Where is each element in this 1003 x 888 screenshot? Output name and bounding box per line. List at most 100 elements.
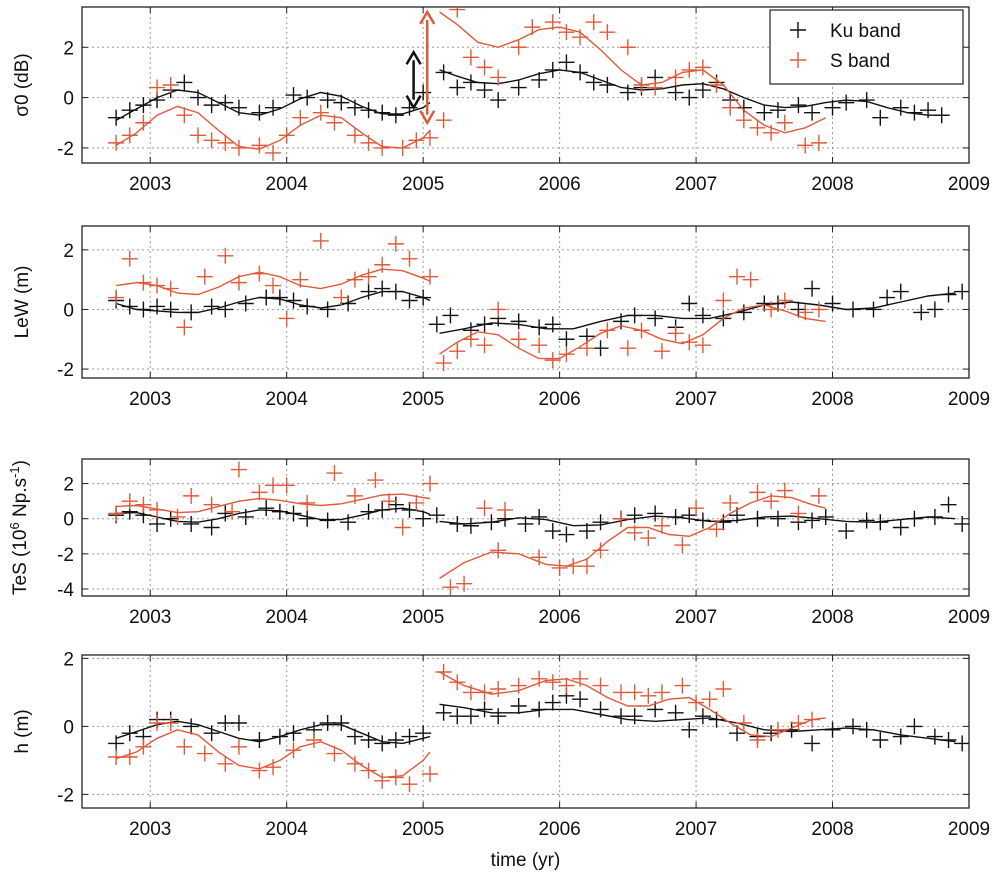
data-point-ku-band (299, 89, 316, 106)
data-point-s-band (387, 235, 404, 252)
data-point-ku-band (824, 295, 841, 312)
data-point-ku-band (647, 310, 664, 327)
data-point-ku-band (769, 102, 786, 119)
axes-frame (81, 225, 970, 379)
data-point-s-band (203, 132, 220, 149)
data-point-s-band (510, 677, 527, 694)
data-point-s-band (135, 496, 152, 513)
data-point-ku-band (271, 289, 288, 306)
x-tick-label: 2008 (811, 819, 853, 840)
data-point-ku-band (230, 715, 247, 731)
data-point-ku-band (360, 283, 377, 300)
data-point-s-band (653, 517, 670, 534)
data-point-ku-band (926, 301, 943, 318)
data-point-s-band (196, 745, 213, 762)
data-point-ku-band (879, 289, 896, 306)
data-point-ku-band (387, 732, 404, 748)
y-tick-label: -2 (57, 785, 74, 806)
data-point-s-band (162, 77, 179, 93)
data-point-ku-band (619, 84, 636, 101)
data-point-s-band (421, 129, 438, 146)
x-tick-label: 2008 (811, 174, 853, 195)
data-point-ku-band (462, 708, 479, 725)
data-point-ku-band (217, 94, 234, 111)
data-point-ku-band (769, 510, 786, 527)
data-point-ku-band (203, 97, 220, 114)
data-point-ku-band (892, 283, 909, 300)
data-point-s-band (708, 521, 725, 538)
data-point-ku-band (299, 298, 316, 315)
data-point-ku-band (415, 725, 432, 742)
data-point-s-band (572, 29, 589, 46)
data-point-s-band (585, 14, 602, 31)
arrow-head-down (419, 110, 436, 126)
data-point-s-band (278, 477, 295, 494)
data-point-s-band (490, 681, 507, 697)
data-point-ku-band (333, 94, 350, 111)
data-point-s-band (715, 681, 732, 697)
x-tick-label: 2005 (402, 607, 444, 628)
data-point-ku-band (940, 496, 957, 513)
data-point-ku-band (203, 298, 220, 315)
data-point-ku-band (299, 510, 316, 527)
data-point-ku-band (920, 102, 937, 119)
data-point-ku-band (858, 721, 875, 738)
data-point-s-band (374, 139, 391, 156)
data-point-s-band (735, 715, 752, 731)
data-point-s-band (217, 134, 234, 151)
data-point-ku-band (183, 304, 200, 321)
data-point-ku-band (906, 510, 923, 527)
data-point-ku-band (203, 725, 220, 742)
data-point-s-band (688, 500, 705, 517)
data-point-ku-band (824, 721, 841, 738)
data-point-s-band (251, 137, 268, 154)
data-point-ku-band (585, 74, 602, 91)
data-point-ku-band (694, 512, 711, 529)
x-tick-label: 2005 (402, 389, 444, 410)
double-arrow-annotation (405, 49, 422, 111)
fit-curve-s-band (115, 11, 827, 150)
x-tick-label: 2007 (675, 607, 717, 628)
y-tick-label: 2 (63, 241, 74, 262)
data-point-s-band (265, 759, 282, 776)
fit-curve-ku-band (115, 703, 956, 745)
data-point-s-band (360, 268, 377, 285)
data-point-s-band (674, 677, 691, 694)
data-point-s-band (333, 289, 350, 306)
data-point-s-band (694, 337, 711, 354)
x-tick-label: 2003 (129, 607, 171, 628)
data-point-ku-band (483, 514, 500, 531)
data-point-ku-band (121, 725, 138, 742)
y-tick-label: 2 (63, 649, 74, 670)
data-point-s-band (456, 575, 473, 592)
panel-3: 2003 2004 2005 2006 2007 2008 2009 -4 -2 0 2 TeS (1… (7, 458, 990, 628)
data-point-s-band (776, 292, 793, 309)
data-point-ku-band (121, 298, 138, 315)
data-point-ku-band (626, 307, 643, 324)
data-point-ku-band (510, 313, 527, 330)
data-point-ku-band (449, 79, 466, 96)
data-point-s-band (346, 271, 363, 288)
data-point-ku-band (340, 514, 357, 531)
data-point-ku-band (729, 725, 746, 742)
data-point-ku-band (694, 708, 711, 725)
data-layer (108, 461, 969, 596)
legend-box (769, 9, 964, 85)
data-point-ku-band (360, 732, 377, 748)
data-point-s-band (763, 124, 780, 141)
series-s-band (108, 664, 826, 793)
data-point-s-band (203, 496, 220, 513)
data-point-s-band (490, 69, 507, 86)
data-point-s-band (135, 274, 152, 291)
data-point-s-band (292, 109, 309, 126)
data-point-ku-band (558, 526, 575, 543)
x-tick-label: 2008 (811, 607, 853, 628)
data-point-s-band (169, 508, 186, 525)
data-point-s-band (626, 524, 643, 541)
y-tick-label: -2 (57, 139, 74, 160)
data-point-ku-band (817, 508, 834, 525)
data-point-ku-band (572, 691, 589, 708)
data-point-ku-band (954, 283, 969, 300)
data-point-s-band (476, 337, 493, 354)
data-point-ku-band (319, 92, 336, 109)
